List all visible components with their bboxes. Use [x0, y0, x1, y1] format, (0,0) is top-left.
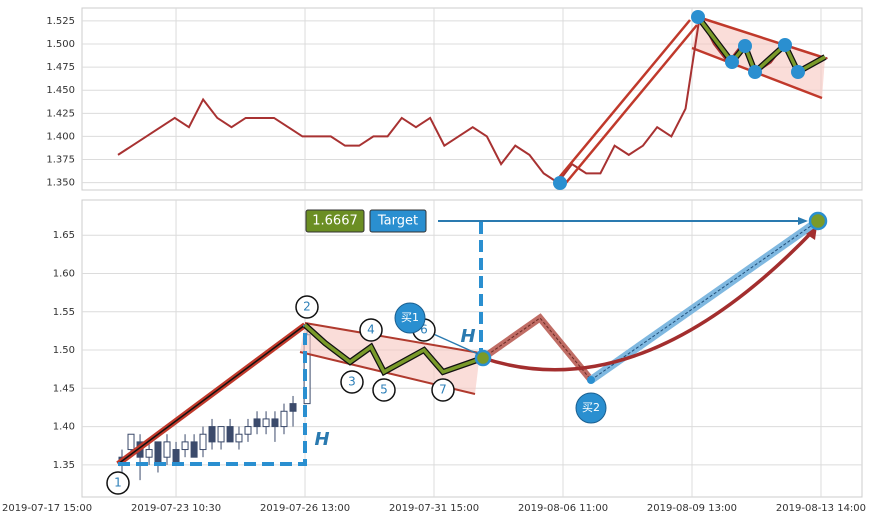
candle-body [145, 449, 153, 458]
candle-body [163, 441, 171, 458]
candle-body [235, 433, 243, 443]
y-tick-label: 1.375 [46, 155, 75, 166]
candle-body [244, 426, 252, 435]
point-label: 6 [420, 323, 428, 337]
point-label: 3 [348, 375, 356, 389]
candle-body [289, 403, 297, 412]
height-label: H [460, 326, 475, 347]
point-label: 7 [439, 383, 447, 397]
y-tick-label: 1.50 [53, 345, 75, 356]
candle-body [190, 441, 198, 458]
point-label: 4 [367, 323, 375, 337]
point-label: 1 [114, 476, 122, 490]
candle-body [271, 418, 279, 428]
candle-body [127, 433, 135, 451]
y-tick-label: 1.55 [53, 307, 75, 318]
candle-body [208, 426, 216, 443]
price-label: 1.6667 [312, 214, 358, 229]
buy2-label: 买2 [582, 401, 600, 414]
buy1-label: 买1 [401, 311, 419, 324]
y-tick-label: 1.40 [53, 422, 75, 433]
y-tick-label: 1.45 [53, 383, 75, 394]
x-tick-label: 2019-07-17 15:00 [2, 503, 92, 514]
y-tick-label: 1.500 [46, 39, 75, 50]
x-tick-label: 2019-07-26 13:00 [260, 503, 350, 514]
y-tick-label: 1.425 [46, 108, 75, 119]
candle-body [226, 426, 234, 443]
y-tick-label: 1.400 [46, 131, 75, 142]
bottom-annotations: 1.6667 Target H H 1 2 3 4 5 6 7 买1 买2 [106, 209, 828, 495]
height-label: H [314, 429, 329, 450]
y-tick-label: 1.35 [53, 460, 75, 471]
x-tick-label: 2019-07-23 10:30 [131, 503, 221, 514]
candle-body [154, 441, 162, 466]
candle-body [262, 418, 270, 428]
candle-body [280, 410, 288, 428]
y-tick-label: 1.350 [46, 178, 75, 189]
target-label: Target [377, 214, 418, 229]
candle-body [181, 441, 189, 451]
x-tick-label: 2019-08-06 11:00 [518, 503, 608, 514]
y-tick-label: 1.60 [53, 268, 75, 279]
x-tick-label: 2019-08-13 14:00 [776, 503, 866, 514]
top-annotations [553, 10, 827, 190]
y-tick-label: 1.450 [46, 85, 75, 96]
bottom-panel [81, 199, 863, 498]
candle-body [199, 433, 207, 451]
x-tick-label: 2019-08-09 13:00 [647, 503, 737, 514]
y-tick-label: 1.525 [46, 16, 75, 27]
candle-body [217, 426, 225, 443]
x-tick-label: 2019-07-31 15:00 [389, 503, 479, 514]
point-label: 2 [303, 300, 311, 314]
y-tick-label: 1.65 [53, 230, 75, 241]
point-label: 5 [380, 383, 388, 397]
y-tick-label: 1.475 [46, 62, 75, 73]
candle-body [253, 418, 261, 428]
